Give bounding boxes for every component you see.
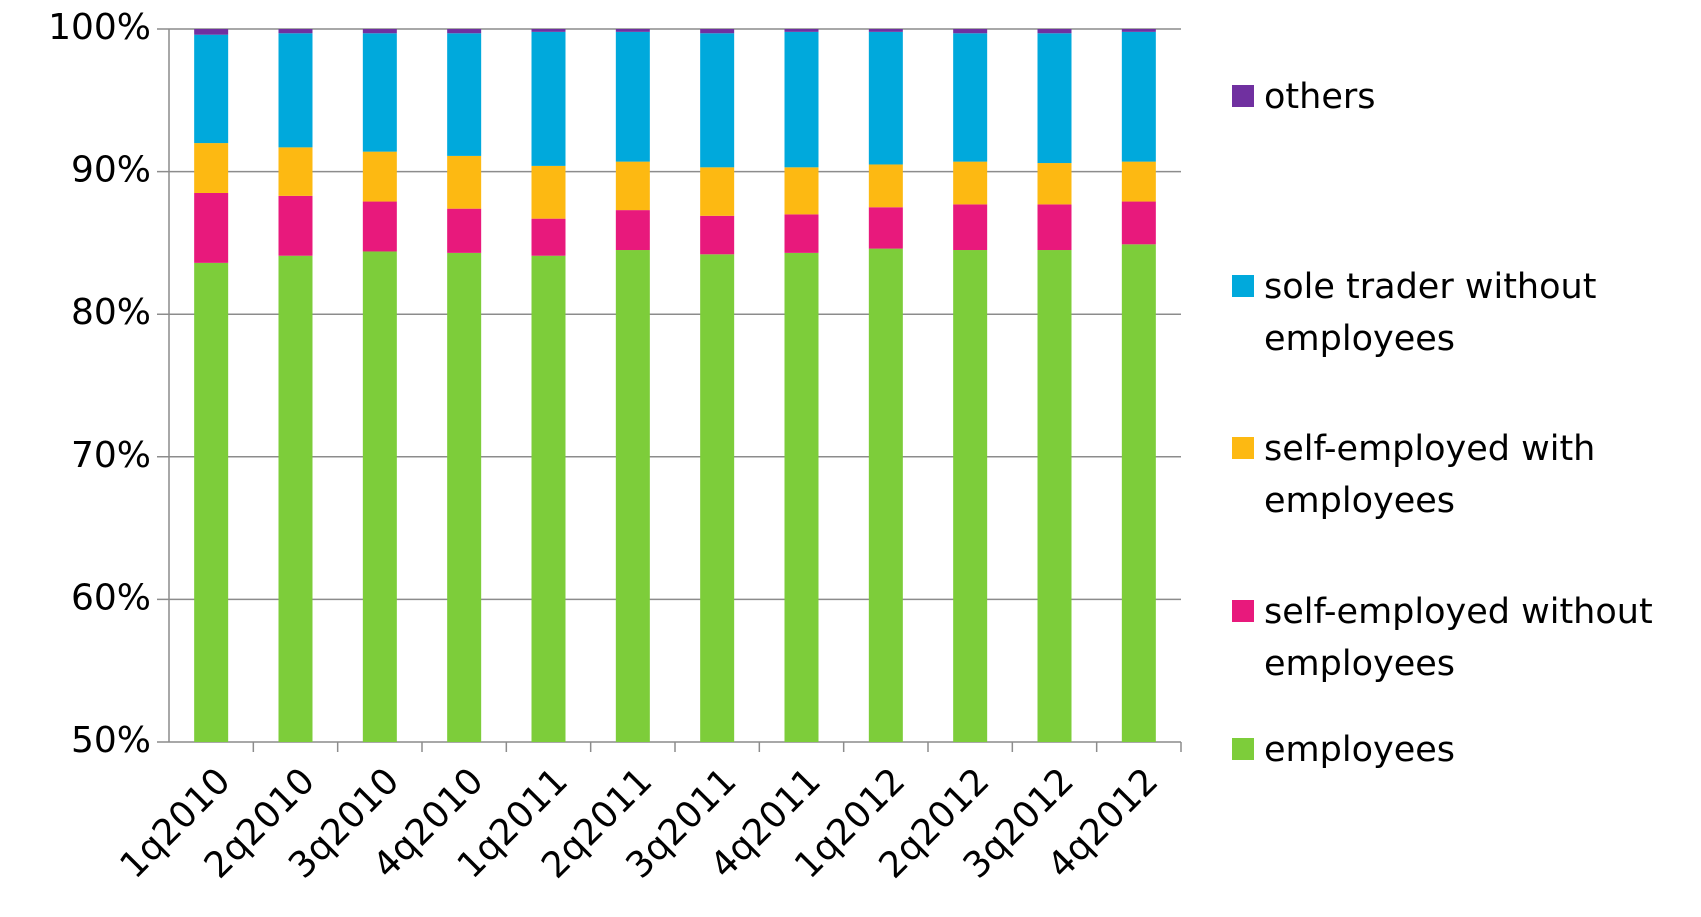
bar-segment	[1037, 29, 1072, 34]
y-tick-label: 100%	[48, 7, 151, 48]
bar-segment	[1037, 204, 1072, 251]
legend-swatch	[1232, 600, 1254, 622]
bar-segment	[447, 29, 482, 34]
bar-segment	[700, 29, 735, 34]
bar-segment	[447, 252, 482, 742]
bar-segment	[531, 31, 566, 166]
bar-segment	[700, 33, 735, 168]
bar-segment	[194, 192, 229, 263]
bar-segment	[953, 161, 988, 205]
bar-segment	[278, 29, 313, 34]
bar-segment	[194, 143, 229, 193]
legend-swatch	[1232, 85, 1254, 107]
y-tick-label: 50%	[71, 720, 151, 761]
bar-segment	[868, 31, 903, 165]
legend-swatch	[1232, 275, 1254, 297]
bar-segment	[1121, 244, 1156, 743]
bar-segment	[953, 33, 988, 162]
legend-label: sole trader without employees	[1264, 267, 1597, 359]
bar-segment	[194, 34, 229, 144]
legend-swatch	[1232, 738, 1254, 760]
bar-segment	[953, 29, 988, 34]
bar-segment	[531, 29, 566, 32]
bar-segment	[1121, 201, 1156, 245]
legend-entry: others	[1232, 71, 1692, 123]
bar-segment	[278, 195, 313, 256]
bar-segment	[362, 201, 397, 252]
legend-entry: self-employed with employees	[1232, 423, 1692, 527]
bar-segment	[615, 210, 650, 251]
bar-segment	[868, 248, 903, 742]
legend-label: others	[1264, 77, 1376, 117]
legend-label: self-employed without employees	[1264, 592, 1653, 684]
bar-segment	[784, 214, 819, 253]
bar-segment	[615, 161, 650, 211]
y-tick-label: 90%	[71, 150, 151, 191]
bar-segment	[700, 215, 735, 255]
bar-segment	[953, 250, 988, 742]
bar-segment	[1121, 161, 1156, 202]
legend-swatch	[1232, 437, 1254, 459]
bar-segment	[194, 29, 229, 35]
legend-entry: employees	[1232, 724, 1692, 776]
bar-segment	[615, 31, 650, 162]
bar-segment	[953, 204, 988, 251]
bar-segment	[362, 251, 397, 742]
bar-segment	[1037, 33, 1072, 164]
legend-label: self-employed with employees	[1264, 429, 1596, 521]
bar-segment	[447, 155, 482, 209]
bar-segment	[362, 33, 397, 152]
bar-segment	[278, 255, 313, 742]
bar-segment	[784, 252, 819, 742]
bar-segment	[700, 254, 735, 743]
bar-segment	[615, 250, 650, 742]
bar-segment	[531, 165, 566, 219]
bar-segment	[868, 207, 903, 249]
bar-segment	[447, 208, 482, 253]
legend-entry: sole trader without employees	[1232, 261, 1692, 365]
bar-segment	[362, 151, 397, 202]
bar-segment	[615, 29, 650, 32]
legend-label: employees	[1264, 730, 1455, 770]
bar-segment	[868, 164, 903, 208]
y-tick-label: 70%	[71, 435, 151, 476]
bar-segment	[784, 31, 819, 168]
bar-segment	[1037, 163, 1072, 205]
bar-segment	[531, 255, 566, 742]
bar-segment	[447, 33, 482, 156]
y-tick-label: 80%	[71, 292, 151, 333]
bar-segment	[784, 29, 819, 32]
bar-segment	[278, 33, 313, 148]
bar-segment	[784, 167, 819, 215]
bar-segment	[1037, 250, 1072, 742]
bar-segment	[531, 218, 566, 256]
bar-segment	[868, 29, 903, 32]
bar-segment	[1121, 29, 1156, 32]
bar-segment	[194, 262, 229, 742]
legend-entry: self-employed without employees	[1232, 586, 1692, 690]
y-tick-label: 60%	[71, 577, 151, 618]
bar-segment	[1121, 31, 1156, 162]
bar-segment	[362, 29, 397, 34]
bar-segment	[700, 167, 735, 216]
bar-segment	[278, 147, 313, 196]
